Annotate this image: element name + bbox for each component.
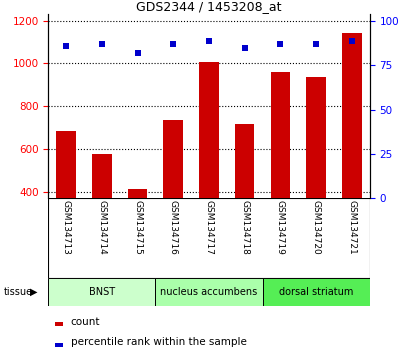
Text: GSM134716: GSM134716 <box>169 200 178 255</box>
Bar <box>342 33 362 278</box>
Bar <box>306 77 326 278</box>
Bar <box>270 72 290 278</box>
Bar <box>155 279 262 306</box>
Point <box>241 45 248 51</box>
Text: GSM134714: GSM134714 <box>97 200 106 255</box>
Text: ▶: ▶ <box>30 287 38 297</box>
Text: GSM134719: GSM134719 <box>276 200 285 255</box>
Text: GSM134720: GSM134720 <box>312 200 320 255</box>
Point <box>170 41 177 47</box>
Text: GSM134717: GSM134717 <box>205 200 213 255</box>
Text: count: count <box>71 316 100 326</box>
Bar <box>55 343 63 347</box>
Point <box>63 43 70 49</box>
Point <box>277 41 284 47</box>
Text: dorsal striatum: dorsal striatum <box>279 287 353 297</box>
Text: GSM134718: GSM134718 <box>240 200 249 255</box>
Text: GSM134715: GSM134715 <box>133 200 142 255</box>
Bar <box>128 189 147 278</box>
Text: percentile rank within the sample: percentile rank within the sample <box>71 337 247 347</box>
Point <box>206 38 212 44</box>
Bar <box>199 62 219 278</box>
Point <box>134 50 141 56</box>
Title: GDS2344 / 1453208_at: GDS2344 / 1453208_at <box>136 0 282 13</box>
Text: nucleus accumbens: nucleus accumbens <box>160 287 257 297</box>
Bar <box>262 279 370 306</box>
Bar <box>55 322 63 326</box>
Bar <box>48 279 155 306</box>
Point <box>349 38 355 44</box>
Text: GSM134721: GSM134721 <box>347 200 356 255</box>
Text: GSM134713: GSM134713 <box>62 200 71 255</box>
Bar <box>92 154 112 278</box>
Point <box>312 41 319 47</box>
Text: tissue: tissue <box>4 287 33 297</box>
Bar <box>235 124 255 278</box>
Point <box>98 41 105 47</box>
Bar <box>163 120 183 278</box>
Text: BNST: BNST <box>89 287 115 297</box>
Bar <box>56 131 76 278</box>
